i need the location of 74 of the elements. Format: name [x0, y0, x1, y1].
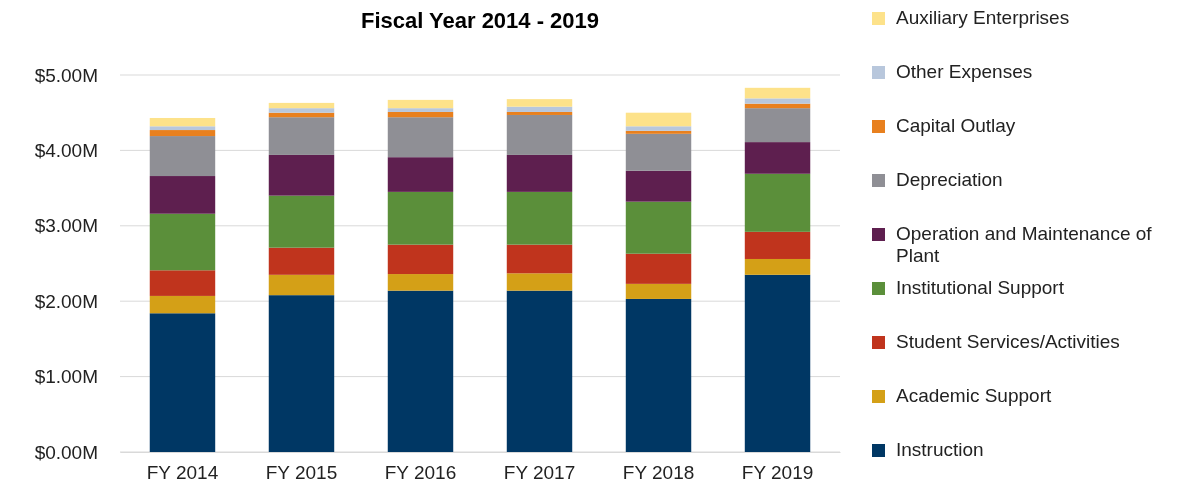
y-tick-label: $4.00M — [34, 139, 98, 161]
bar — [506, 154, 573, 192]
bar — [744, 231, 811, 259]
bar — [506, 273, 573, 291]
bar — [387, 117, 454, 158]
legend-label: Institutional Support — [896, 277, 1065, 298]
legend-label: Other Expenses — [896, 61, 1033, 82]
y-tick-label: $0.00M — [34, 441, 98, 463]
x-tick-label: FY 2016 — [384, 462, 457, 484]
bar — [506, 106, 573, 112]
x-tick-label: FY 2017 — [503, 462, 576, 484]
bar — [744, 108, 811, 143]
bar — [625, 126, 692, 131]
bar — [625, 170, 692, 202]
y-tick-label: $5.00M — [34, 64, 98, 86]
bar — [387, 111, 454, 118]
y-tick-label: $1.00M — [34, 366, 98, 388]
bar — [268, 274, 335, 296]
legend-label: Auxiliary Enterprises — [896, 7, 1070, 28]
legend-label: Student Services/Activities — [896, 331, 1120, 352]
bar — [506, 111, 573, 115]
bar — [149, 213, 216, 271]
bar — [625, 112, 692, 127]
bar — [268, 117, 335, 155]
bar — [387, 290, 454, 452]
bar — [387, 99, 454, 109]
bar — [744, 173, 811, 232]
bar — [625, 298, 692, 452]
bar — [149, 295, 216, 314]
bar — [506, 290, 573, 452]
bar — [625, 133, 692, 171]
bar — [506, 114, 573, 155]
bar — [268, 247, 335, 275]
bar — [268, 295, 335, 452]
legend-label: Capital Outlay — [896, 115, 1016, 136]
bar — [506, 191, 573, 245]
bar — [387, 274, 454, 291]
bar — [387, 191, 454, 245]
legend-label: Instruction — [896, 439, 984, 460]
bar — [744, 142, 811, 174]
bar — [744, 87, 811, 99]
bar — [387, 157, 454, 192]
bar — [149, 176, 216, 214]
bar — [506, 244, 573, 274]
bar — [268, 102, 335, 109]
bar — [625, 201, 692, 254]
bar — [268, 195, 335, 248]
bar — [625, 283, 692, 299]
x-tick-label: FY 2014 — [146, 462, 219, 484]
legend-label: Depreciation — [896, 169, 1003, 190]
legend-label: Academic Support — [896, 385, 1052, 406]
bar — [149, 130, 216, 137]
bar — [625, 130, 692, 134]
bar — [149, 136, 216, 177]
bar — [744, 258, 811, 275]
bar — [387, 108, 454, 112]
chart-title: Fiscal Year 2014 - 2019 — [360, 8, 600, 33]
legend-label: Operation and Maintenance of Plant — [896, 223, 1153, 266]
bar — [268, 108, 335, 113]
bar — [744, 98, 811, 104]
bar — [744, 274, 811, 452]
bar — [268, 154, 335, 196]
bar — [149, 117, 216, 127]
bar — [625, 253, 692, 284]
x-tick-label: FY 2015 — [265, 462, 338, 484]
bar — [149, 313, 216, 452]
x-tick-label: FY 2019 — [741, 462, 814, 484]
bar — [149, 270, 216, 296]
bar — [149, 126, 216, 131]
y-tick-label: $3.00M — [34, 215, 98, 237]
y-tick-label: $2.00M — [34, 290, 98, 312]
x-tick-label: FY 2018 — [622, 462, 695, 484]
bar — [387, 244, 454, 275]
bar — [506, 99, 573, 107]
